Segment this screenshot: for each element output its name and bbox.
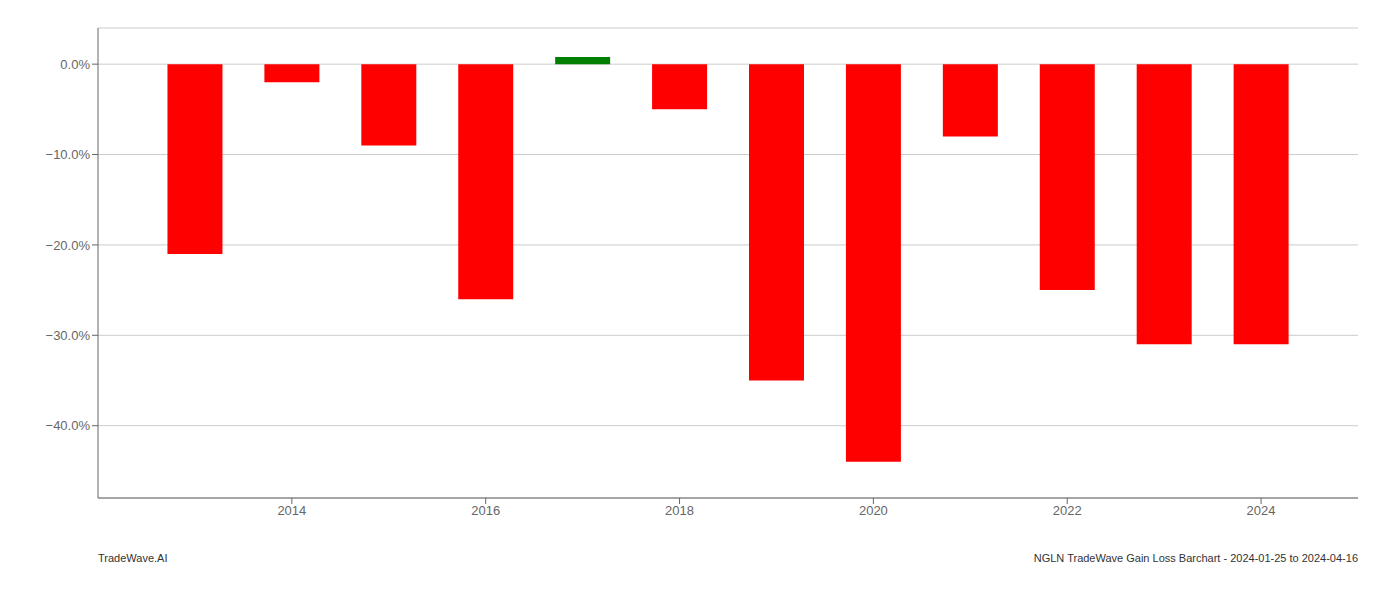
svg-text:2024: 2024 bbox=[1247, 503, 1276, 518]
svg-text:2016: 2016 bbox=[471, 503, 500, 518]
svg-text:−20.0%: −20.0% bbox=[46, 238, 91, 253]
svg-text:0.0%: 0.0% bbox=[60, 57, 90, 72]
svg-text:2014: 2014 bbox=[277, 503, 306, 518]
html-text:NGLN TradeWave Gain Loss Barch: NGLN TradeWave Gain Loss Barchart - 2024… bbox=[1033, 552, 1358, 564]
svg-text:2018: 2018 bbox=[665, 503, 694, 518]
html-text:TradeWave.AI: TradeWave.AI bbox=[98, 552, 168, 564]
svg-text:2022: 2022 bbox=[1053, 503, 1082, 518]
svg-text:2020: 2020 bbox=[859, 503, 888, 518]
svg-text:−40.0%: −40.0% bbox=[46, 418, 91, 433]
svg-text:−10.0%: −10.0% bbox=[46, 147, 91, 162]
svg-text:−30.0%: −30.0% bbox=[46, 328, 91, 343]
